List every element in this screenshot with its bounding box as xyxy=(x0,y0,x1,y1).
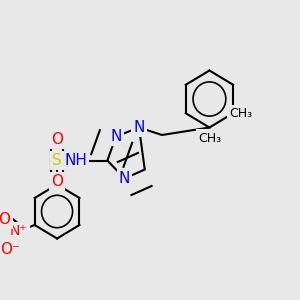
Text: CH₃: CH₃ xyxy=(198,131,221,145)
Text: CH₃: CH₃ xyxy=(229,107,252,120)
Text: O⁻: O⁻ xyxy=(0,242,20,256)
Text: S: S xyxy=(52,153,62,168)
Text: O: O xyxy=(0,212,11,226)
Text: N: N xyxy=(133,120,145,135)
Text: O: O xyxy=(51,132,63,147)
Text: N⁺: N⁺ xyxy=(10,224,28,238)
Text: O: O xyxy=(51,174,63,189)
Text: N: N xyxy=(110,129,122,144)
Text: N: N xyxy=(119,171,130,186)
Text: NH: NH xyxy=(64,153,87,168)
